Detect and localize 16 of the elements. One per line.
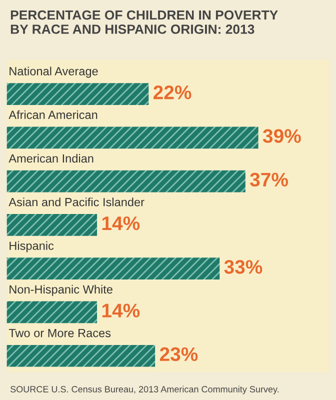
- data-label: 23%: [160, 347, 198, 362]
- data-label: 22%: [153, 85, 192, 100]
- chart-title: PERCENTAGE OF CHILDREN IN POVERTY BY RACE AND HISPANIC ORIGIN: 2013: [10, 10, 278, 34]
- y-tick-label: Hispanic: [10, 241, 54, 252]
- y-tick-label: African American: [8, 110, 98, 120]
- data-label: 14%: [102, 216, 140, 230]
- data-label: 37%: [250, 172, 288, 187]
- y-tick-label: National Average: [10, 66, 98, 78]
- data-label: 14%: [102, 304, 140, 318]
- y-tick-label: American Indian: [8, 154, 94, 163]
- y-tick-label: Two or More Races: [8, 328, 111, 338]
- source-note: SOURCE U.S. Census Bureau, 2013 American Community Survey.: [10, 386, 279, 394]
- data-label: 39%: [262, 129, 301, 143]
- data-label: 33%: [224, 260, 262, 274]
- y-tick-label: Asian and Pacific Islander: [8, 198, 144, 206]
- y-tick-label: Non-Hispanic White: [10, 284, 112, 296]
